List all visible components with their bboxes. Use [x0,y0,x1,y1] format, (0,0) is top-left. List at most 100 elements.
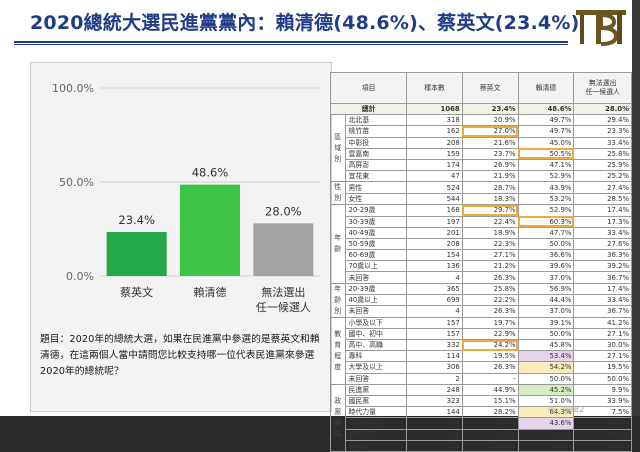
bar [106,232,167,276]
table-cell: 37.0% [517,305,575,318]
row-label: 20-39歲 [344,282,408,295]
table-cell: 36.7% [573,271,632,284]
table-cell: 332 [406,338,463,352]
table-cell: 29.7% [461,204,519,217]
table-cell: 323 [406,394,463,408]
table-cell: 23.3% [573,125,632,138]
table-row: 未回答 2-50.0% 50.0% [331,372,632,385]
table-cell: 27.1% [461,249,519,262]
total-value: 48.6% [517,102,575,116]
table-cell: 39.2% [573,260,632,273]
table-cell: 168 [406,204,463,217]
row-label: 北北基 [344,114,408,127]
table-cell: 52.9% [517,204,575,217]
table-row: 國中、初中 157 22.9% 50.0% 27.1% [331,327,632,341]
title-rule [14,41,568,43]
table-row: 高中、高職 332 24.2% 45.8% 30.0% [331,338,632,352]
table-row: 30-39歲 197 22.4% 60.3% 17.3% [331,215,632,228]
table-row: 其他政黨 62 12.1% 51.3% 36.6% [331,428,632,441]
table-cell: 21.2% [461,260,519,273]
table-row: 高屏澎 174 26.9% 47.1% 25.9% [331,158,632,172]
row-label: 未表態 [344,439,408,452]
table-cell: 91 [406,439,463,452]
table-cell: 14.0% [461,439,519,452]
table-row: 性別男性 524 28.7% 43.9% 27.4% [330,181,632,206]
table-row: 不偏任何黨 200 14.7% 43.6% 41.7% [331,417,632,430]
row-label: 未回答 [344,372,408,385]
table-cell: 49.7% [517,114,575,127]
table-cell: 27.1% [573,327,632,341]
y-tick-label: 50.0% [59,176,94,189]
table-row: 時代力量 144 28.2% 64.3% 7.5% [331,406,632,419]
bar-value-label: 23.4% [118,213,155,227]
table-row: 教育程度小學及以下 157 19.7% 39.1% 41.2% [330,316,632,385]
table-cell: 49.7% [517,125,575,138]
table-total-row: 總計 1068 23.4% 48.6% 28.0% [329,102,632,116]
bar-value-label: 28.0% [265,204,302,218]
column-header: 樣本數 [406,72,463,104]
table-cell: 20.9% [461,114,519,127]
row-label: 30-39歲 [344,215,408,228]
total-value: 28.0% [573,102,632,116]
table-cell: 50.0% [517,372,575,385]
table-cell: 47.1% [517,158,575,172]
table-cell: 144 [406,406,463,419]
bar-value-label: 48.6% [192,166,229,180]
table-row: 中彰投 208 21.6% 45.0% 33.4% [331,136,632,149]
table-row: 未回答 4 26.3% 37.0% 36.7% [331,271,632,284]
table-cell: 174 [406,158,463,172]
row-label: 國中、初中 [344,327,408,341]
table-cell: 27.6% [573,237,632,251]
table-cell: 45.2% [517,383,575,396]
table-cell: 201 [406,226,463,239]
title-rule-thin [14,44,568,45]
row-label: 專科 [344,350,408,363]
table-cell: 50.0% [573,372,632,385]
table-cell: 52.2% [573,439,632,452]
row-label: 大學及以上 [344,361,408,374]
table-cell: 56.9% [517,282,575,295]
table-row: 年齡 20-29歲 168 29.7% 52.9% 17.4% [330,204,632,284]
row-label: 時代力量 [344,406,408,419]
row-label: 高屏澎 [344,158,408,172]
table-cell: 39.1% [517,316,575,329]
row-label: 40-49歲 [344,226,408,239]
group-label: 年齡別 [330,282,346,318]
table-row: 國民黨 323 15.1% 51.0% 33.9% [331,394,632,408]
table-cell: 33.4% [573,136,632,149]
table-cell: 52.9% [517,170,575,183]
row-label: 宜花東 [344,170,408,183]
row-label: 40歲以上 [344,293,408,307]
table-cell: 54.2% [517,361,575,374]
row-label: 50-59歲 [344,237,408,251]
table-cell: 2 [406,372,463,385]
group-label: 性別 [330,181,346,206]
table-cell: 114 [406,350,463,363]
row-label: 小學及以下 [344,316,408,329]
page-number: 32 [574,405,585,414]
table-cell: 36.7% [573,305,632,318]
table-row: 50-59歲 208 22.3% 50.0% 27.6% [331,237,632,251]
table-cell: 23.7% [461,147,519,160]
category-label: 賴清德 [194,285,227,299]
tbt-logo [576,10,626,46]
column-header: 蔡英文 [461,72,519,104]
table-row: 專科 114 19.5% 53.4% 27.1% [331,350,632,363]
table-row: 40-49歲 201 18.9% 47.7% 33.4% [331,226,632,239]
crosstab-table: 項目 樣本數 蔡英文 賴清德 無法選出 任一候選人 總計 1068 23.4% 48.6% 28.0… [329,72,632,452]
table-cell: 53.2% [517,192,575,206]
table-cell: 25.2% [573,170,632,183]
row-label: 未回答 [344,305,408,318]
row-label: 未回答 [344,271,408,284]
table-cell: 51.3% [517,428,575,441]
row-label: 60-69歲 [344,249,408,262]
table-cell: 157 [406,316,463,329]
page-title: 2020總統大選民進黨黨內：賴清德(48.6%)、蔡英文(23.4%) [30,12,580,34]
table-cell: - [461,372,519,385]
table-cell: 162 [406,125,463,138]
table-cell: 60.3% [517,215,575,228]
table-row: 區域別北北基 318 20.9% 49.7% 29.4% [330,114,632,183]
table-row: 40歲以上 699 22.2% 44.4% 33.4% [331,293,632,307]
table-cell: 22.9% [461,327,519,341]
table-cell: 524 [406,181,463,194]
